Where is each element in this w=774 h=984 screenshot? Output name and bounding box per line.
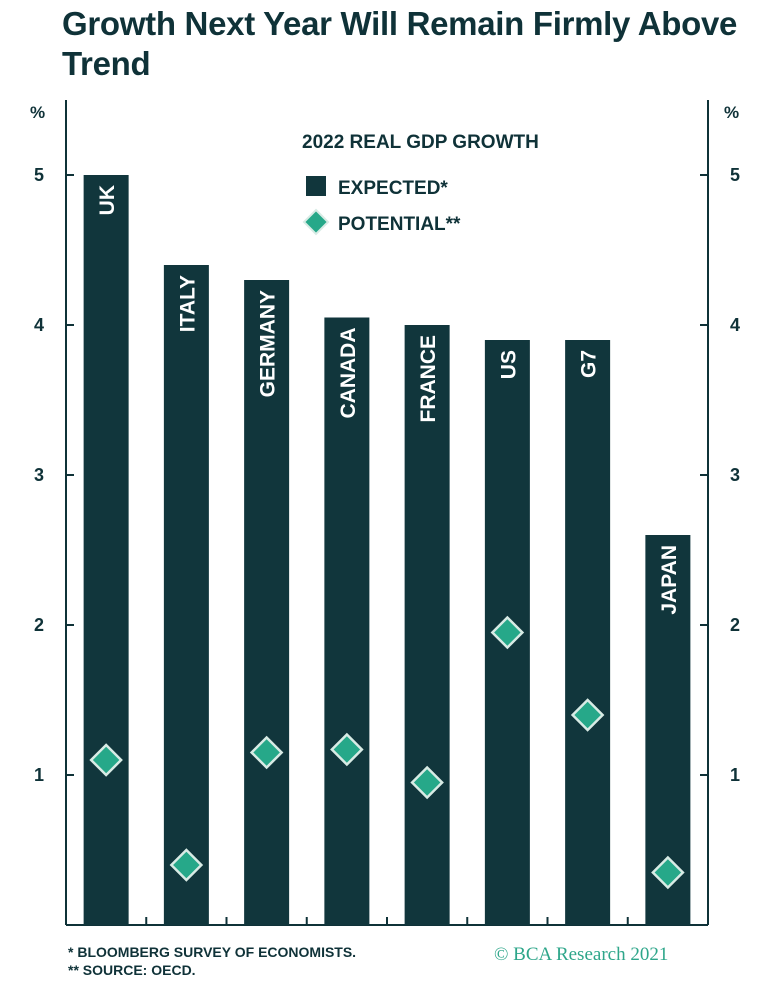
marker-france: [410, 765, 444, 800]
marker-g7: [570, 698, 605, 732]
y-unit-right: %: [724, 103, 739, 122]
footnote-potential: ** SOURCE: OECD.: [68, 962, 196, 978]
bar-label-japan: JAPAN: [658, 545, 681, 615]
legend-title: 2022 REAL GDP GROWTH: [302, 132, 539, 153]
y-tick-label-right: 1: [730, 765, 740, 785]
y-tick-label-right: 3: [730, 465, 740, 485]
y-tick-label-right: 5: [730, 165, 740, 185]
bar-label-germany: GERMANY: [257, 290, 280, 397]
bar-label-us: US: [497, 350, 520, 379]
y-tick-label-left: 3: [34, 465, 44, 485]
legend-swatch-potential: [302, 208, 330, 236]
bar-label-uk: UK: [96, 185, 119, 215]
y-tick-label-right: 4: [730, 315, 740, 335]
y-tick-label-left: 2: [34, 615, 44, 635]
bar-label-canada: CANADA: [337, 328, 360, 419]
marker-italy: [169, 848, 204, 882]
y-tick-label-left: 1: [34, 765, 44, 785]
y-tick-label-left: 4: [34, 315, 44, 335]
legend-swatch-expected: [306, 176, 326, 196]
y-tick-label-left: 5: [34, 165, 44, 185]
marker-germany: [249, 735, 284, 770]
bar-italy: [163, 265, 209, 925]
legend-label-potential: POTENTIAL**: [338, 214, 461, 235]
legend-label-expected: EXPECTED*: [338, 178, 448, 199]
bar-label-france: FRANCE: [417, 335, 440, 423]
footnote-expected: * BLOOMBERG SURVEY OF ECONOMISTS.: [68, 944, 357, 960]
bar-g7: [565, 340, 611, 925]
marker-us: [490, 615, 525, 650]
bar-germany: [244, 280, 290, 925]
y-unit-left: %: [30, 103, 45, 122]
bar-label-italy: ITALY: [176, 275, 199, 332]
bar-canada: [324, 317, 370, 925]
y-tick-label-right: 2: [730, 615, 740, 635]
marker-japan: [651, 855, 685, 890]
bar-label-g7: G7: [578, 350, 601, 378]
marker-canada: [330, 732, 364, 767]
bar-uk: [83, 175, 129, 925]
chart-title: Growth Next Year Will Remain Firmly Abov…: [62, 5, 738, 82]
source-credit: © BCA Research 2021: [494, 944, 669, 965]
bar-france: [404, 325, 450, 925]
marker-uk: [89, 743, 123, 777]
